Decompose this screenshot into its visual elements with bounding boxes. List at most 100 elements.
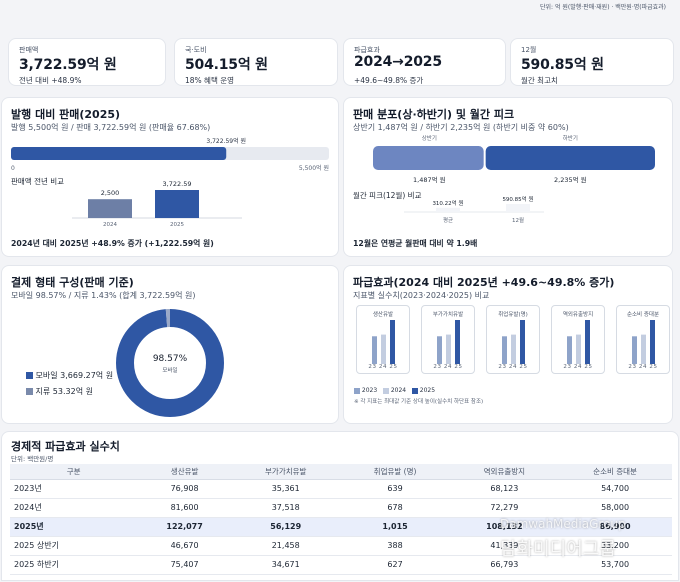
legend-item-mobile: 모바일 3,669.27억 원: [26, 370, 113, 381]
legend-swatch: [382, 387, 389, 394]
impact-panel-xlabels: 23 24 25: [498, 364, 528, 370]
table-row: 2024년 81,600 37,518 678 72,279 58,000: [10, 498, 672, 518]
legend-swatch: [354, 387, 360, 394]
legend-label: 지류 53.32억 원: [35, 387, 93, 396]
table-cell: 53,700: [558, 555, 672, 575]
table-cell: 21,458: [231, 536, 340, 556]
kpi-label: 파급효과: [354, 46, 380, 54]
table-cell: 58,000: [558, 498, 672, 518]
impact-panel: 취업유발(명) 23 24 25: [486, 305, 540, 374]
table-cell: 34,671: [231, 555, 340, 575]
impact-bar-2025: [455, 320, 460, 364]
issue-chart: 3,722.59억 원 0 5,500억 원 판매액 전년 비교 2,500 20…: [11, 137, 329, 228]
kpi-label: 판매액: [19, 46, 39, 54]
table-cell: 37,518: [231, 498, 340, 518]
table-row: 2025 상반기 46,670 21,458 388 41,339 33,200: [10, 536, 672, 556]
table-cell: 46,670: [137, 536, 232, 556]
payment-card: 결제 형태 구성(판매 기준) 모바일 98.57% / 지류 1.43% (합…: [1, 265, 339, 424]
peak-bar-category: 평균: [443, 217, 453, 224]
table-cell: 76,908: [137, 479, 232, 499]
impact-bar-2023: [372, 336, 377, 364]
impact-panel-title: 취업유발(명): [498, 312, 528, 318]
impact-panel-xlabels: 23 24 25: [368, 364, 398, 370]
legend-label: 2025: [419, 387, 436, 394]
table-title: 경제적 파급효과 실수치: [11, 440, 120, 453]
peak-bar-value: 590.85억 원: [502, 195, 533, 203]
kpi-card-impact: 파급효과 2024→2025 +49.6~49.8% 증가: [343, 38, 506, 86]
table-header-cell: 순소비 증대분: [558, 464, 672, 480]
compare-title: 판매액 전년 비교: [11, 176, 64, 186]
table-header-cell: 역외유출방지: [450, 464, 559, 480]
section-subtitle: 모바일 98.57% / 지류 1.43% (합계 3,722.59억 원): [11, 291, 196, 300]
table-cell: 388: [339, 536, 451, 556]
donut-chart: 98.57% 모바일: [116, 309, 224, 417]
first-half-bar: [373, 146, 484, 170]
axis-min-label: 0: [11, 165, 15, 172]
sales-bar: [11, 147, 227, 160]
impact-panel-xlabels: 23 24 25: [563, 364, 593, 370]
impact-panel-title: 부가가치유발: [432, 312, 464, 318]
impact-panel: 순소비 증대분 23 24 25: [616, 305, 670, 374]
impact-bar-2024: [511, 334, 516, 364]
table-cell: 35,361: [231, 479, 340, 499]
table-cell: 33,200: [558, 536, 672, 556]
legend-swatch: [26, 372, 33, 379]
table-cell: 41,339: [450, 536, 559, 556]
impact-panel-title: 생산유발: [372, 312, 394, 318]
peak-bar-1: [506, 204, 530, 212]
section-title: 결제 형태 구성(판매 기준): [11, 276, 134, 289]
impact-bar-2023: [567, 336, 572, 364]
table-cell: 86,900: [558, 517, 672, 537]
kpi-value: 504.15억 원: [185, 57, 268, 73]
impact-panel-title: 역외유출방지: [562, 312, 594, 318]
kpi-value: 2024→2025: [354, 54, 442, 70]
kpi-value: 590.85억 원: [521, 57, 604, 73]
impact-panel: 부가가치유발 23 24 25: [421, 305, 475, 374]
table-cell: 108,132: [450, 517, 559, 537]
h1-name: 상반기: [422, 134, 437, 142]
legend-swatch: [411, 387, 418, 394]
impact-bar-2025: [390, 320, 395, 364]
table-cell: 2024년: [10, 498, 138, 518]
kpi-card-sales: 판매액 3,722.59억 원 전년 대비 +48.9%: [8, 38, 166, 86]
impact-panel: 생산유발 23 24 25: [356, 305, 410, 374]
section-title: 발행 대비 판매(2025): [11, 108, 121, 121]
table-cell: 2023년: [10, 479, 138, 499]
legend-label: 모바일 3,669.27억 원: [35, 371, 114, 380]
impact-note: ※ 각 지표는 최대값 기준 상대 높이(실수치 하단표 참조): [354, 399, 484, 405]
donut-center-label: 모바일: [162, 366, 177, 374]
h2-name: 하반기: [563, 134, 578, 142]
table-cell: 72,279: [450, 498, 559, 518]
legend-label: 2024: [390, 387, 407, 394]
peak-bar-0: [436, 207, 460, 212]
kpi-card-subsidy: 국·도비 504.15억 원 18% 혜택 운영: [174, 38, 338, 86]
table-header-cell: 구분: [10, 464, 138, 480]
section-subtitle: 상반기 1,487억 원 / 하반기 2,235억 원 (하반기 비중 약 60…: [353, 123, 569, 132]
unit-note: 단위: 억 원(발행·판매·재원) · 백만원·명(파급효과): [540, 4, 667, 11]
compare-bar-value: 3,722.59: [163, 180, 192, 188]
table-cell: 54,700: [558, 479, 672, 499]
second-half-value: 2,235억 원: [554, 175, 587, 184]
section-title: 판매 분포(상·하반기) 및 월간 피크: [353, 108, 515, 121]
impact-panel: 역외유출방지 23 24 25: [551, 305, 605, 374]
compare-bar-category: 2025: [170, 222, 184, 228]
peak-bar-category: 12월: [512, 216, 524, 224]
watermark-en: DamwahMediaGroup: [500, 517, 626, 531]
kpi-label: 국·도비: [185, 46, 207, 54]
kpi-sub: 월간 최고치: [521, 76, 558, 85]
legend-item-paper: 지류 53.32억 원: [26, 386, 93, 397]
impact-bar-2024: [576, 334, 581, 364]
peak-bar-value: 310.22억 원: [432, 199, 463, 207]
kpi-sub: 18% 혜택 운영: [185, 76, 235, 85]
impact-legend: 2023 2024 2025: [354, 387, 435, 394]
impact-bar-2025: [650, 320, 655, 364]
split-chart: 상반기 하반기 1,487억 원 2,235억 원 월간 피크(12월) 비교 …: [353, 134, 655, 224]
table-cell: 1,015: [339, 517, 451, 537]
table-header-cell: 부가가치유발: [231, 464, 340, 480]
impact-panel-xlabels: 23 24 25: [433, 364, 463, 370]
table-unit: 단위: 백만원/명: [11, 455, 54, 463]
kpi-sub: 전년 대비 +48.9%: [19, 76, 82, 85]
split-footer: 12월은 연평균 월판매 대비 약 1.9배: [353, 239, 478, 248]
kpi-value: 3,722.59억 원: [19, 57, 117, 73]
impact-bar-2025: [585, 320, 590, 364]
